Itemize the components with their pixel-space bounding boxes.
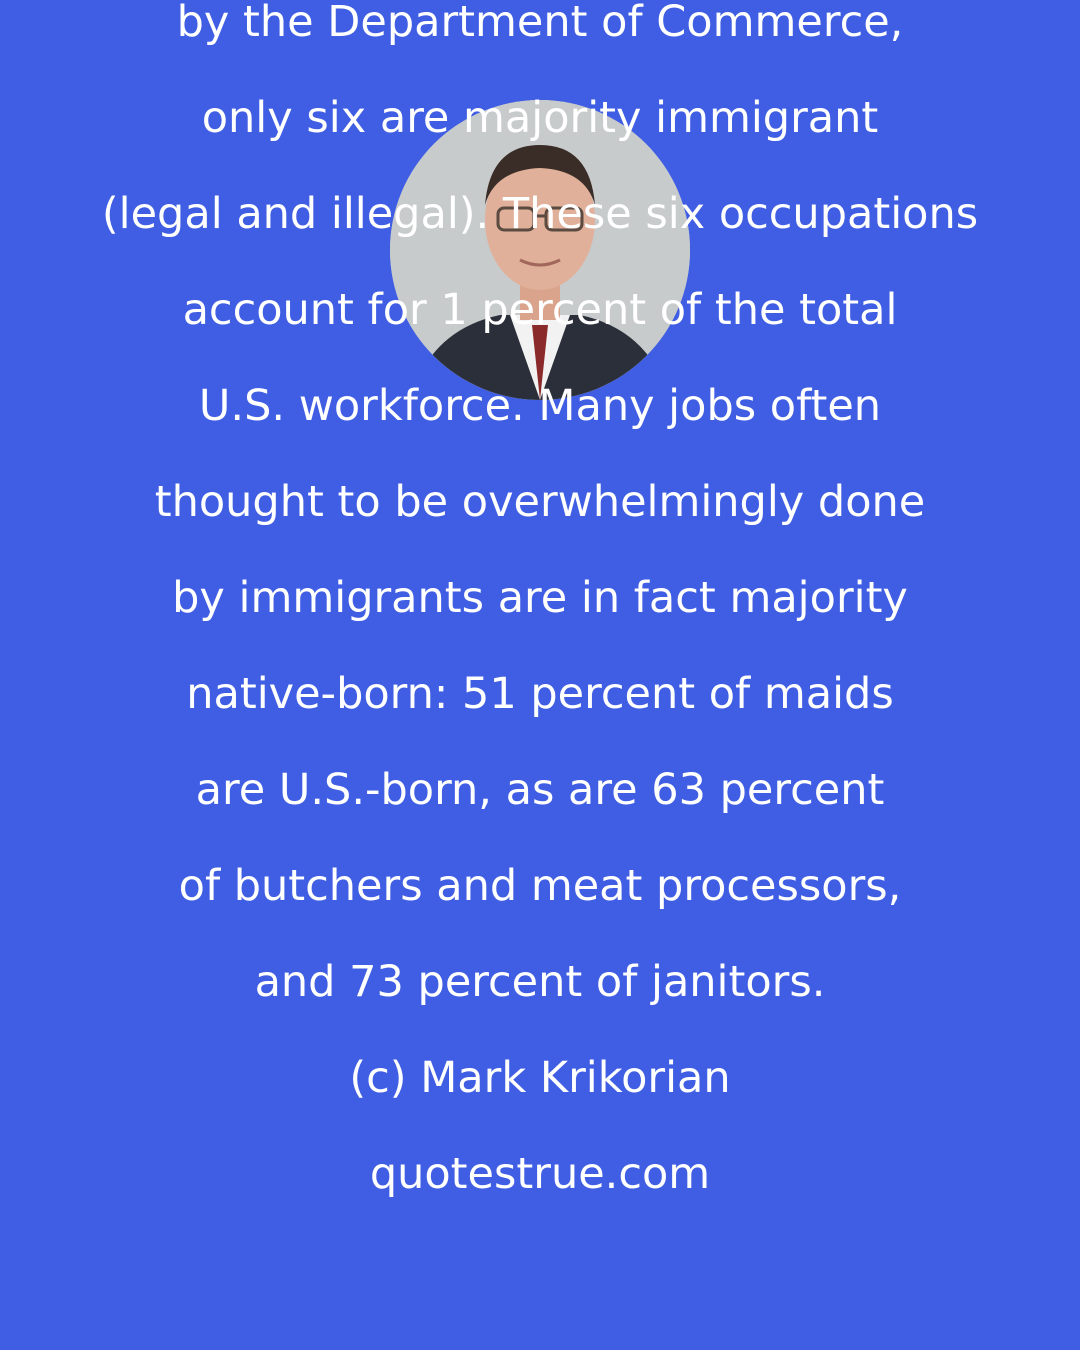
quote-line: are U.S.-born, as are 63 percent — [195, 765, 885, 815]
quote-line: native-born: 51 percent of maids — [186, 669, 894, 719]
quote-line: by the Department of Commerce, — [176, 0, 904, 47]
quote-line: U.S. workforce. Many jobs often — [198, 381, 882, 431]
quote-line: by immigrants are in fact majority — [172, 573, 908, 623]
quote-line: of butchers and meat processors, — [178, 861, 902, 911]
quote-line: thought to be overwhelmingly done — [154, 477, 926, 527]
quote-line: and 73 percent of janitors. — [254, 957, 826, 1007]
quote-line: only six are majority immigrant — [201, 93, 879, 143]
author-portrait — [390, 100, 690, 400]
quote-author: (c) Mark Krikorian — [349, 1053, 731, 1103]
quote-text: by the Department of Commerce, only six … — [101, 0, 979, 1007]
quote-line: (legal and illegal). These six occupatio… — [101, 189, 979, 239]
site-name: quotestrue.com — [369, 1149, 711, 1199]
quote-line: account for 1 percent of the total — [182, 285, 898, 335]
